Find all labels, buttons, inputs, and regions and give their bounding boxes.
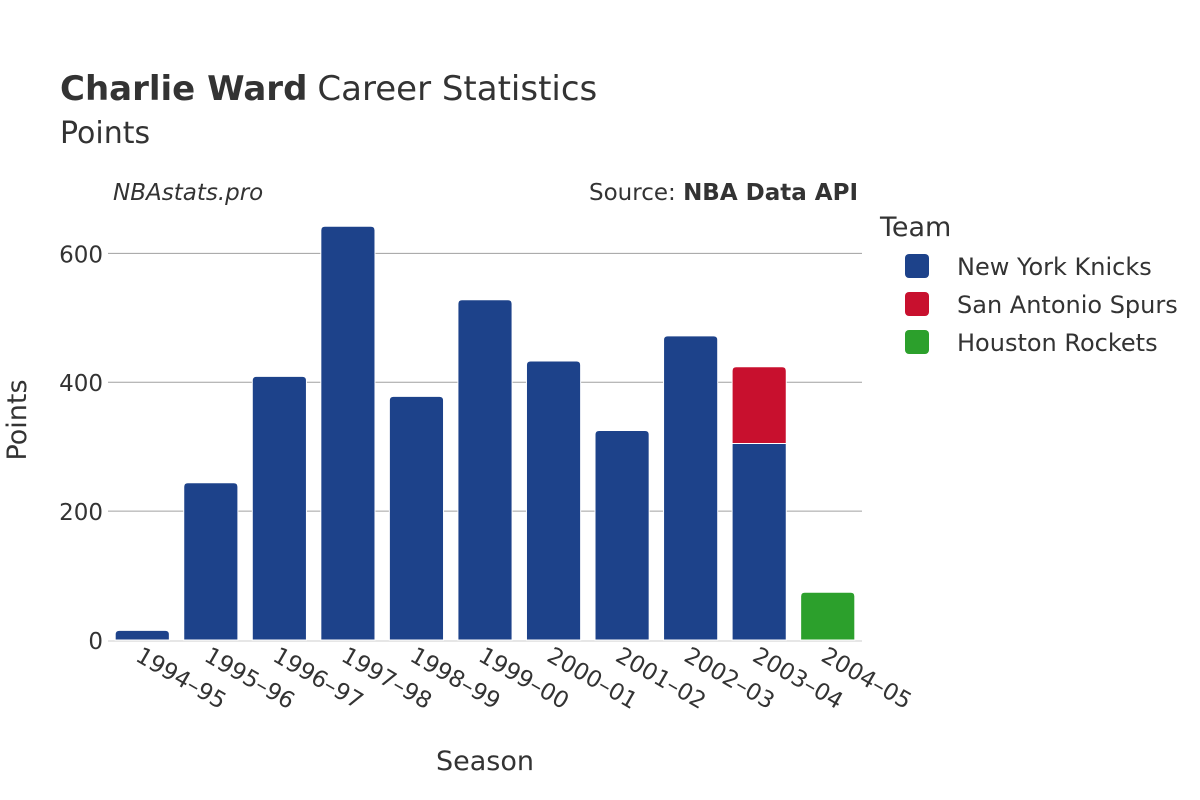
bar-new-york-knicks-1999–00 (457, 299, 513, 641)
legend-items: New York Knicks San Antonio Spurs Houston … (905, 253, 1178, 357)
bar-houston-rockets-2004–05 (800, 591, 856, 641)
legend-swatch (905, 254, 929, 278)
legend-label: Houston Rockets (957, 329, 1158, 357)
chart-title: Charlie Ward Career Statistics (60, 69, 597, 109)
legend-label: New York Knicks (957, 253, 1152, 281)
legend-label: San Antonio Spurs (957, 291, 1178, 319)
bar-san-antonio-spurs-2003–04 (731, 366, 787, 444)
bar-new-york-knicks-1995–96 (183, 482, 239, 641)
y-tick-label: 600 (59, 242, 103, 268)
bar-new-york-knicks-2000–01 (525, 360, 582, 641)
y-tick-label: 400 (59, 371, 103, 397)
y-tick-label: 200 (59, 500, 103, 526)
bar-new-york-knicks-1998–99 (388, 395, 445, 641)
title-bold: Charlie Ward (60, 69, 307, 109)
legend-swatch (905, 292, 929, 316)
bar-new-york-knicks-1994–95 (114, 629, 170, 641)
chart-subtitle: Points (60, 116, 150, 151)
y-axis-ticks: 0 200 400 600 (59, 242, 103, 655)
y-tick-label: 0 (88, 629, 103, 655)
bar-new-york-knicks-2002–03 (663, 335, 719, 641)
title-rest: Career Statistics (317, 69, 597, 109)
x-axis-title: Season (436, 746, 534, 777)
source-name: NBA Data API (683, 180, 858, 206)
bar-new-york-knicks-1997–98 (320, 225, 376, 641)
legend-title: Team (879, 212, 951, 243)
legend-swatch (905, 330, 929, 354)
y-axis-title: Points (2, 379, 33, 460)
legend: Team New York Knicks San Antonio Spurs Hou… (879, 212, 1178, 357)
bars (114, 225, 856, 641)
bar-new-york-knicks-1996–97 (251, 375, 307, 641)
source-prefix: Source: (589, 180, 683, 206)
watermark: NBAstats.pro (113, 180, 263, 206)
x-axis-ticks: 1994–951995–961996–971997–981998–991999–… (131, 643, 915, 715)
bar-new-york-knicks-2001–02 (594, 430, 650, 641)
source-label: Source: NBA Data API (589, 180, 858, 206)
bar-new-york-knicks-2003–04 (731, 442, 787, 641)
